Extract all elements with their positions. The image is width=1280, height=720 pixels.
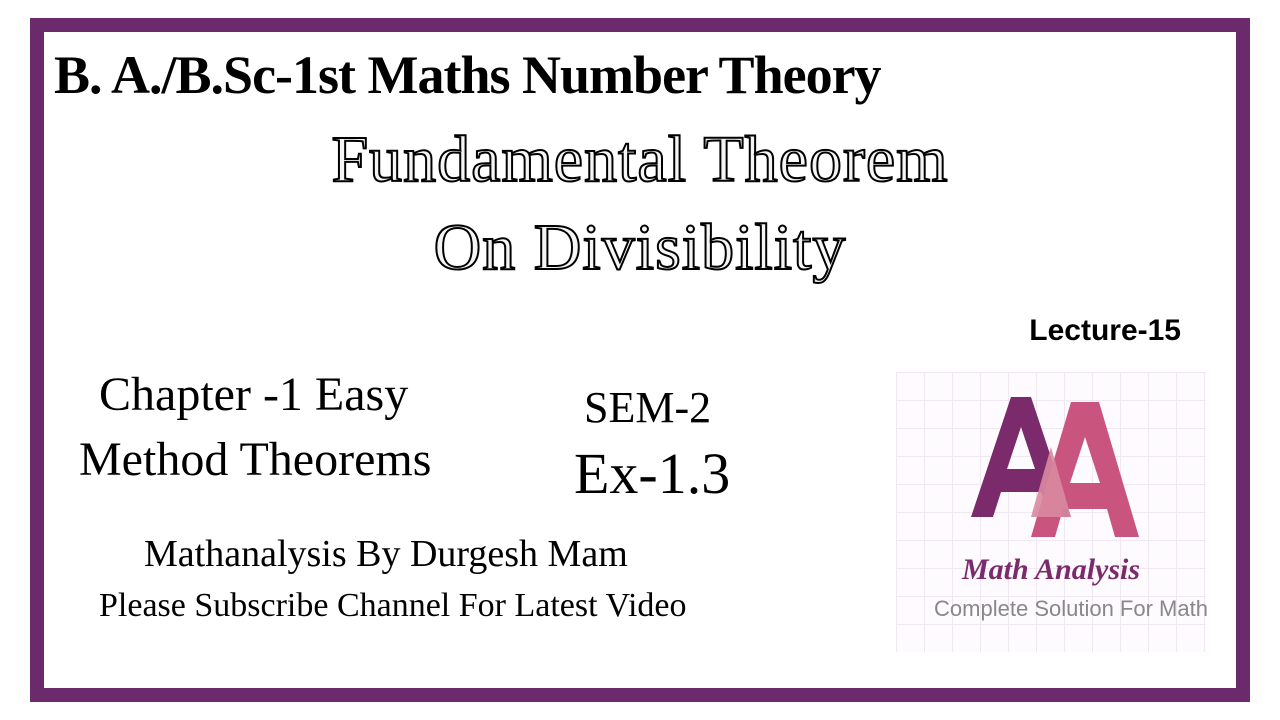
author-credit: Mathanalysis By Durgesh Mam: [144, 532, 628, 576]
course-header: B. A./B.Sc-1st Maths Number Theory: [54, 44, 881, 106]
subscribe-cta: Please Subscribe Channel For Latest Vide…: [99, 587, 687, 625]
exercise-label: Ex-1.3: [574, 440, 730, 507]
thumbnail-frame: B. A./B.Sc-1st Maths Number Theory Funda…: [30, 18, 1250, 702]
chapter-text-line-2: Method Theorems: [79, 432, 431, 487]
lecture-number: Lecture-15: [1029, 314, 1181, 348]
logo-brand-text: Math Analysis: [896, 553, 1206, 587]
main-title-line-2: On Divisibility: [44, 210, 1236, 286]
logo-tagline-text: Complete Solution For Math: [896, 596, 1246, 622]
main-title-line-1: Fundamental Theorem: [44, 122, 1236, 198]
logo-icon: [951, 387, 1151, 547]
semester-label: SEM-2: [584, 382, 711, 433]
chapter-text-line-1: Chapter -1 Easy: [99, 367, 408, 422]
channel-logo-box: Math Analysis Complete Solution For Math: [896, 372, 1206, 652]
